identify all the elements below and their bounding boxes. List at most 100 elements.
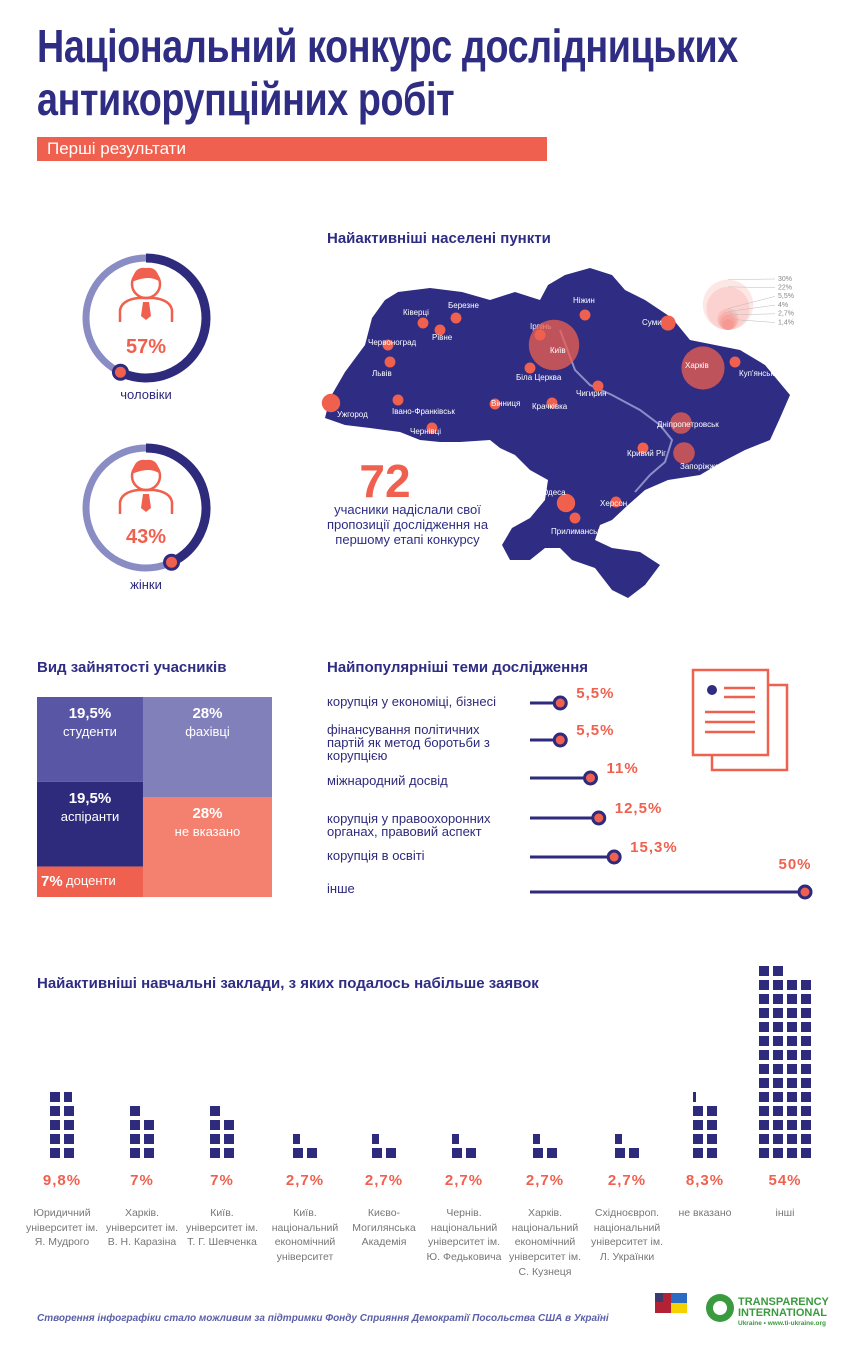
icon-square	[144, 1148, 154, 1158]
icon-square	[707, 1120, 717, 1130]
university-name: не вказано	[678, 1207, 732, 1219]
icon-square	[759, 1008, 769, 1018]
icon-square	[210, 1148, 220, 1158]
topic-value: 5,5%	[576, 685, 615, 702]
icon-square	[787, 1036, 797, 1046]
treemap-cell-name: фахівці	[185, 724, 230, 739]
icon-square	[50, 1148, 60, 1158]
icon-square	[615, 1134, 622, 1144]
city-label: Київ	[550, 346, 566, 355]
icon-square	[773, 1134, 783, 1144]
icon-square	[773, 994, 783, 1004]
city-label: Запоріжжя	[680, 462, 719, 471]
ti-logo	[706, 1294, 734, 1322]
university-name: Чернів. національний університет ім. Ю. …	[426, 1207, 502, 1264]
treemap-cell	[37, 866, 143, 897]
legend-leader	[727, 278, 776, 280]
icon-square	[452, 1148, 462, 1158]
footer-text: Створення інфографіки стало можливим за …	[37, 1313, 609, 1324]
document-icon	[691, 668, 789, 772]
university-name: Харків. університет ім. В. Н. Каразіна	[105, 1207, 178, 1249]
icon-group	[372, 1134, 396, 1158]
map-river	[559, 329, 674, 493]
university-value: 2,7%	[364, 1172, 404, 1189]
icon-square	[773, 1008, 783, 1018]
icon-square	[693, 1148, 703, 1158]
legend-label: 5,5%	[778, 293, 794, 300]
icon-square	[801, 1008, 811, 1018]
legend-label: 2,7%	[778, 311, 794, 318]
city-bubble	[321, 393, 341, 413]
city-bubble	[729, 356, 741, 368]
treemap-cell-label: 7%	[41, 872, 63, 890]
treemap-cell	[142, 797, 272, 897]
topic-value: 50%	[778, 856, 812, 873]
city-label: Івано-Франківськ	[392, 407, 455, 416]
icon-group	[293, 1134, 317, 1158]
icon-square	[64, 1092, 72, 1102]
city-bubble	[681, 346, 725, 390]
icon-square	[210, 1120, 220, 1130]
icon-group	[50, 1092, 74, 1158]
icon-square	[629, 1148, 639, 1158]
icon-square	[759, 1022, 769, 1032]
icon-square	[64, 1148, 74, 1158]
university-name: інші	[775, 1207, 795, 1219]
icon-group	[615, 1134, 639, 1158]
topic-label: інше	[327, 881, 355, 896]
icon-square	[693, 1120, 703, 1130]
topic-label: корупція у правоохоронних органах, право…	[327, 811, 491, 839]
icon-square	[50, 1106, 60, 1116]
university-name: Юридичний університет ім. Я. Мудрого	[25, 1207, 98, 1249]
city-bubble	[660, 315, 676, 331]
icon-square	[130, 1120, 140, 1130]
legend-bubble	[718, 311, 738, 330]
icon-square	[707, 1148, 717, 1158]
icon-square	[707, 1106, 717, 1116]
icon-square	[50, 1134, 60, 1144]
icon-square	[547, 1148, 557, 1158]
city-bubble	[417, 317, 429, 329]
university-name: Харків. національний економічний універс…	[508, 1207, 581, 1278]
icon-square	[759, 1120, 769, 1130]
city-label: Вінниця	[491, 399, 520, 408]
icon-square	[144, 1120, 154, 1130]
city-bubble	[524, 362, 536, 374]
university-value: 2,7%	[444, 1172, 484, 1189]
icon-group	[693, 1092, 717, 1158]
legend-bubble	[720, 314, 736, 331]
treemap-cell-name: не вказано	[174, 824, 241, 839]
city-label: Львів	[372, 369, 392, 378]
gauge-arc	[145, 443, 211, 567]
legend-label: 22%	[778, 285, 792, 292]
university-value: 2,7%	[285, 1172, 325, 1189]
icon-square	[224, 1120, 234, 1130]
lollipop-dot	[583, 770, 598, 786]
topic-value: 5,5%	[576, 722, 615, 739]
topic-label: корупція в освіті	[327, 848, 425, 863]
icon-square	[693, 1106, 703, 1116]
logo-subtitle: Ukraine • www.ti-ukraine.org	[738, 1320, 826, 1327]
icon-square	[773, 1036, 783, 1046]
icon-square	[801, 994, 811, 1004]
city-bubble	[556, 493, 576, 513]
university-value: 9,8%	[42, 1172, 82, 1189]
icon-square	[787, 994, 797, 1004]
icon-group	[210, 1106, 234, 1158]
subtitle: Перші результати	[37, 137, 547, 161]
city-label: Чигирин	[576, 389, 607, 398]
icon-square	[533, 1134, 540, 1144]
woman-icon	[118, 458, 174, 516]
legend-bubble	[722, 319, 734, 331]
icon-square	[773, 1106, 783, 1116]
city-label: Березне	[448, 301, 480, 310]
icon-square	[693, 1134, 703, 1144]
icon-square	[773, 1148, 783, 1158]
legend-label: 30%	[778, 276, 792, 283]
city-bubble	[382, 339, 394, 351]
icon-square	[533, 1148, 543, 1158]
treemap-cell-name: доценти	[66, 872, 116, 888]
city-label: Червоноград	[368, 338, 417, 347]
icon-square	[386, 1148, 396, 1158]
university-name: Києво-Могилянська Академія	[352, 1207, 416, 1249]
